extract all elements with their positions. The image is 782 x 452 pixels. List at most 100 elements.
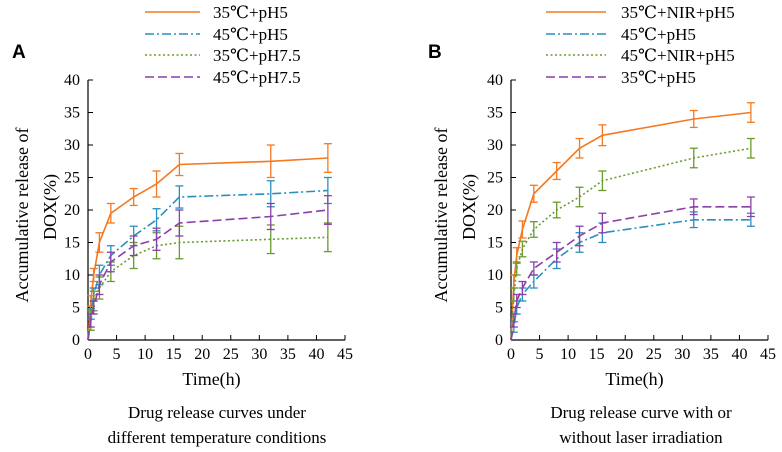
error-bar <box>518 240 527 258</box>
chart-panel-b: B 0 5 10 15 20 25 30 35 40 0 5 10 15 20 25 30 35 40 45 Time(… <box>428 3 776 447</box>
error-bar <box>575 225 584 247</box>
error-bar <box>552 241 561 263</box>
y-axis-title-line1: Accumulative release of <box>431 128 451 303</box>
y-tick-label: 35 <box>64 105 80 122</box>
y-tick-label: 5 <box>72 300 80 317</box>
x-tick-label: 15 <box>589 346 605 363</box>
error-bar <box>95 232 104 253</box>
error-bar <box>518 280 527 296</box>
x-axis-title: Time(h) <box>605 369 663 390</box>
error-bar <box>512 247 521 264</box>
error-bar <box>152 208 161 232</box>
series-2 <box>509 211 755 341</box>
x-tick-label: 10 <box>137 346 153 363</box>
y-axis-title-line2: DOX(%) <box>40 174 61 240</box>
legend-label: 45℃+pH7.5 <box>213 68 301 87</box>
legend-label: 35℃+NIR+pH5 <box>621 3 735 22</box>
error-bar <box>552 161 561 181</box>
error-bar <box>512 261 521 276</box>
error-bar <box>529 221 538 238</box>
legend-label: 45℃+NIR+pH5 <box>621 46 735 65</box>
series-line <box>87 189 328 341</box>
x-tick-label: 5 <box>536 346 544 363</box>
legend-label: 35℃+pH5 <box>621 68 696 87</box>
error-bar <box>598 212 607 234</box>
error-bar <box>266 144 275 179</box>
error-bar <box>152 227 161 251</box>
error-bar <box>323 222 332 253</box>
y-tick-label: 40 <box>487 72 503 89</box>
chart-panel-a: A 0 5 10 15 20 25 30 35 40 0 5 10 15 20 25 30 35 40 45 Time(… <box>12 3 353 447</box>
x-tick-label: 45 <box>337 346 353 363</box>
y-tick-label: 10 <box>64 267 80 284</box>
error-bar <box>175 152 184 177</box>
error-bar <box>746 137 755 159</box>
x-tick-label: 5 <box>113 346 121 363</box>
series-line <box>510 219 751 341</box>
series-line <box>510 206 751 341</box>
panel-label: A <box>12 42 26 63</box>
y-tick-label: 0 <box>495 332 503 349</box>
error-bar <box>89 267 98 283</box>
legend-label: 35℃+pH5 <box>213 3 288 22</box>
error-bar <box>598 170 607 192</box>
error-bar <box>509 313 518 328</box>
error-bar <box>689 109 698 129</box>
series-line <box>87 209 328 341</box>
caption-line: Drug release curve with or <box>550 403 732 422</box>
series-3 <box>86 222 332 341</box>
error-bar <box>323 143 332 173</box>
x-tick-label: 30 <box>674 346 690 363</box>
series-line <box>87 157 328 341</box>
error-bar <box>689 147 698 169</box>
y-tick-label: 30 <box>487 137 503 154</box>
y-tick-label: 40 <box>64 72 80 89</box>
series-1 <box>86 143 332 341</box>
error-bar <box>95 274 104 296</box>
y-axis-title-line2: DOX(%) <box>459 174 480 240</box>
error-bar <box>89 300 98 315</box>
x-tick-label: 30 <box>251 346 267 363</box>
error-bar <box>552 201 561 219</box>
x-tick-label: 40 <box>731 346 747 363</box>
x-tick-label: 25 <box>646 346 662 363</box>
error-bar <box>689 198 698 216</box>
legend: 35℃+pH5 45℃+pH5 35℃+pH7.5 45℃+pH7.5 <box>145 3 301 87</box>
error-bar <box>129 187 138 207</box>
x-tick-label: 35 <box>703 346 719 363</box>
x-tick-label: 40 <box>308 346 324 363</box>
x-tick-label: 20 <box>617 346 633 363</box>
x-axis-title: Time(h) <box>182 369 240 390</box>
legend-label: 45℃+pH5 <box>621 25 696 44</box>
error-bar <box>746 102 755 123</box>
error-bar <box>575 137 584 159</box>
error-bar <box>323 195 332 225</box>
error-bar <box>529 274 538 289</box>
error-bar <box>152 170 161 198</box>
legend-label: 35℃+pH7.5 <box>213 46 301 65</box>
y-tick-label: 10 <box>487 267 503 284</box>
y-tick-label: 35 <box>487 105 503 122</box>
error-bar <box>529 184 538 203</box>
x-tick-label: 25 <box>223 346 239 363</box>
y-tick-label: 15 <box>487 235 503 252</box>
error-bar <box>598 124 607 147</box>
y-tick-label: 15 <box>64 235 80 252</box>
panel-label: B <box>428 42 442 63</box>
error-bar <box>518 220 527 239</box>
x-tick-label: 10 <box>560 346 576 363</box>
caption-line: Drug release curves under <box>128 403 306 422</box>
x-tick-label: 35 <box>280 346 296 363</box>
error-bar <box>106 202 115 224</box>
y-tick-label: 25 <box>487 170 503 187</box>
y-axis-title-line1: Accumulative release of <box>12 128 32 303</box>
series-1 <box>509 102 755 341</box>
series-line <box>510 111 751 341</box>
x-tick-label: 45 <box>760 346 776 363</box>
y-tick-label: 20 <box>64 202 80 219</box>
caption-line: without laser irradiation <box>559 428 723 447</box>
error-bar <box>175 209 184 237</box>
series-2 <box>86 176 332 341</box>
x-tick-label: 20 <box>194 346 210 363</box>
error-bar <box>529 261 538 276</box>
